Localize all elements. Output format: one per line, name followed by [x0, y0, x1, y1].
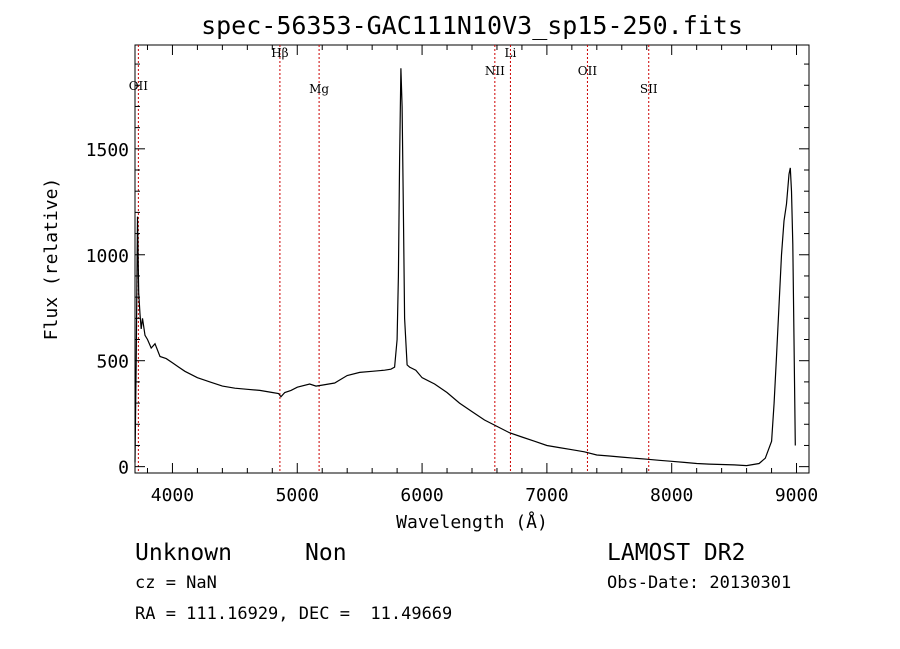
reference-line-label: Hβ [271, 46, 288, 60]
subclass: Non [305, 540, 347, 566]
object-type: Unknown [135, 540, 232, 566]
chart-title: spec-56353-GAC111N10V3_sp15-250.fits [201, 11, 743, 40]
reference-line-label: SII [640, 82, 658, 96]
y-axis-label: Flux (relative) [41, 178, 62, 341]
reference-line-label: NII [485, 64, 505, 78]
x-tick-label: 8000 [650, 485, 693, 506]
cz-value: cz = NaN [135, 573, 217, 593]
reference-line-label: Mg [309, 82, 329, 96]
x-tick-label: 5000 [276, 485, 319, 506]
obs-date: Obs-Date: 20130301 [607, 573, 792, 593]
coordinates: RA = 111.16929, DEC = 11.49669 [135, 604, 453, 624]
y-tick-label: 0 [118, 458, 129, 479]
survey-name: LAMOST DR2 [607, 540, 746, 566]
y-tick-label: 1000 [86, 246, 129, 267]
x-axis-label: Wavelength (Å) [396, 511, 548, 533]
x-tick-label: 7000 [525, 485, 568, 506]
reference-line-label: Li [505, 46, 517, 60]
y-tick-label: 1500 [86, 140, 129, 161]
x-tick-label: 4000 [151, 485, 194, 506]
y-tick-label: 500 [96, 352, 129, 373]
reference-line-label: OII [578, 64, 598, 78]
x-tick-label: 9000 [775, 485, 818, 506]
reference-line-label: OII [129, 79, 149, 93]
x-tick-label: 6000 [400, 485, 443, 506]
spectrum-line [134, 68, 796, 467]
axis-ticks: 4000 5000 6000 7000 8000 9000 0 500 1000 1500 [86, 45, 818, 506]
plot-frame [134, 44, 810, 474]
